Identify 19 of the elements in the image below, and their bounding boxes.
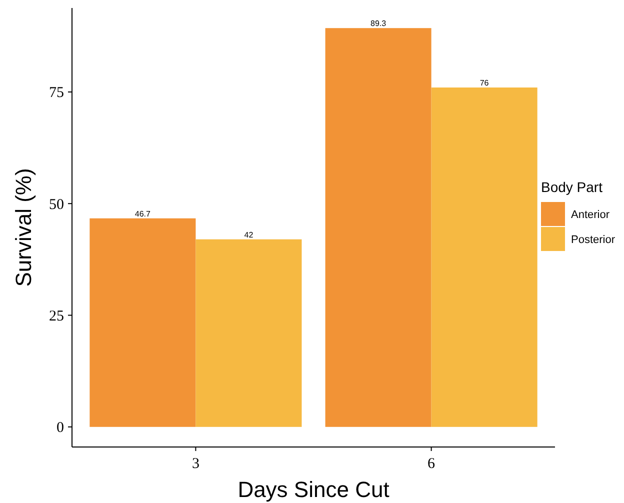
bar: [196, 239, 302, 427]
data-label: 46.7: [134, 209, 152, 218]
data-label: 76: [480, 78, 490, 88]
x-tick-label: 6: [428, 456, 436, 472]
y-tick-label: 50: [49, 196, 64, 213]
y-tick-label: 75: [49, 85, 64, 102]
x-tick-label: 3: [192, 456, 200, 472]
legend-title: Body Part: [541, 179, 603, 195]
y-tick-label: 0: [56, 420, 64, 436]
y-axis-title: Survival (%): [11, 168, 36, 287]
bar: [90, 218, 196, 427]
legend-label: Anterior: [571, 208, 610, 221]
y-tick-label: 25: [49, 308, 64, 325]
data-label: 42: [244, 230, 254, 240]
bar: [431, 87, 538, 427]
data-label: 89.3: [370, 19, 387, 28]
x-axis-title: Days Since Cut: [238, 477, 390, 502]
legend-label: Posterior: [571, 234, 616, 246]
bar: [325, 28, 432, 427]
